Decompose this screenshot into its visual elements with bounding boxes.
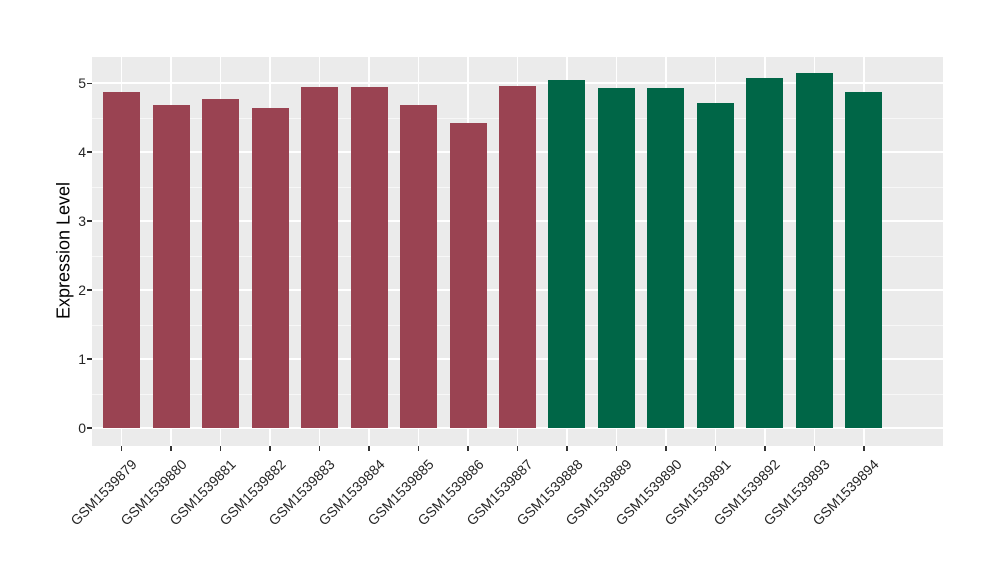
x-tick-mark [467, 446, 469, 451]
bar-GSM1539887 [499, 85, 536, 429]
y-tick-mark [87, 151, 92, 153]
x-tick-mark [417, 446, 420, 451]
bar-GSM1539894 [845, 92, 883, 429]
y-tick-label: 2 [78, 282, 86, 299]
bar-GSM1539882 [251, 108, 289, 429]
x-tick-mark [813, 446, 816, 451]
x-tick-mark [615, 446, 618, 451]
x-tick-mark [714, 446, 717, 451]
bar-GSM1539880 [152, 105, 190, 429]
y-tick-label: 1 [78, 351, 86, 368]
y-tick-mark [87, 220, 92, 222]
x-tick-mark [120, 446, 123, 451]
y-tick-label: 4 [78, 144, 86, 161]
x-tick-mark [516, 446, 519, 451]
bar-GSM1539893 [795, 72, 833, 429]
y-tick-mark [87, 289, 92, 291]
x-tick-mark [665, 446, 667, 451]
y-tick-label: 5 [78, 75, 86, 92]
x-tick-mark [170, 446, 172, 451]
bar-GSM1539881 [202, 99, 240, 429]
x-tick-mark [269, 446, 271, 451]
plot-panel [92, 57, 943, 446]
x-tick-mark [219, 446, 222, 451]
y-tick-label: 3 [78, 213, 86, 230]
bar-GSM1539892 [746, 77, 784, 429]
bar-GSM1539888 [548, 79, 586, 429]
bar-GSM1539884 [350, 87, 388, 429]
bar-GSM1539889 [597, 88, 635, 429]
y-tick-mark [87, 82, 92, 84]
x-tick-mark [368, 446, 370, 451]
bar-GSM1539883 [301, 87, 339, 429]
x-tick-mark [566, 446, 568, 451]
bar-GSM1539890 [647, 88, 685, 429]
bar-GSM1539879 [103, 92, 141, 429]
x-tick-mark [764, 446, 766, 451]
bar-GSM1539891 [696, 102, 734, 429]
x-tick-mark [863, 446, 865, 451]
y-tick-mark [87, 358, 92, 360]
x-tick-mark [318, 446, 321, 451]
y-tick-label: 0 [78, 420, 86, 437]
y-tick-mark [87, 427, 92, 429]
bar-GSM1539886 [449, 122, 487, 429]
bar-GSM1539885 [400, 105, 438, 429]
